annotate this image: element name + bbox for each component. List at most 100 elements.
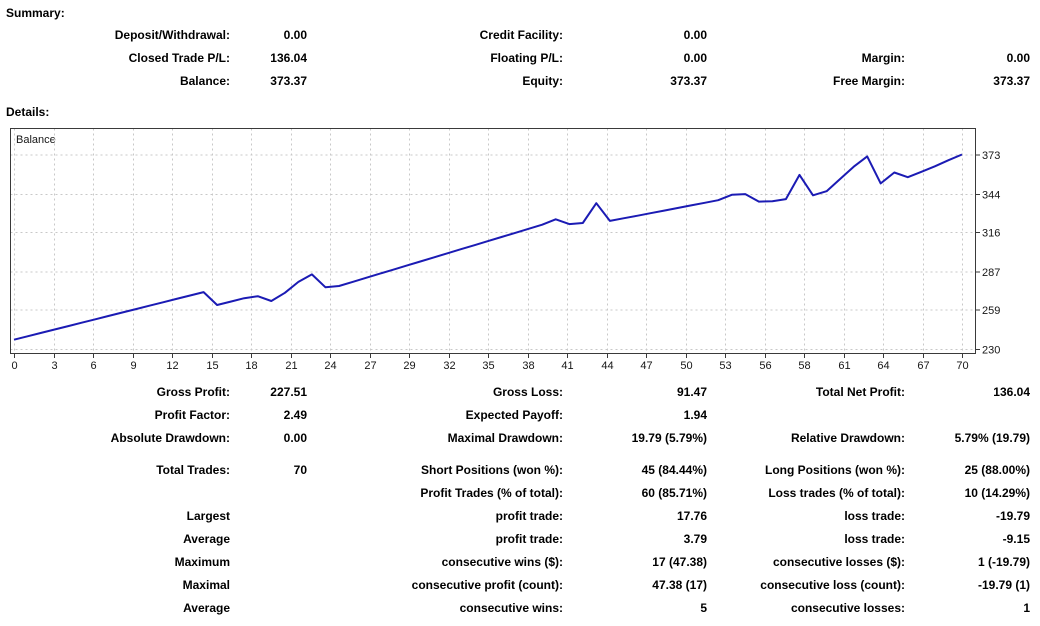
summary-value: 0.00 [1006, 51, 1030, 65]
y-tick-label: 344 [982, 190, 1000, 202]
stat-label: Expected Payoff: [465, 408, 563, 422]
stat-value: 3.79 [683, 532, 707, 546]
stat-value [230, 482, 307, 505]
summary-table: Deposit/Withdrawal: 0.00 Credit Facility: 0… [8, 24, 1040, 93]
x-tick-label: 50 [680, 360, 692, 372]
stat-value: 0.00 [283, 431, 307, 445]
summary-value [905, 24, 1030, 47]
stat-value [905, 404, 1030, 427]
stat-label: loss trade: [844, 532, 905, 546]
stat-value: 17.76 [676, 509, 707, 523]
x-tick-label: 21 [285, 360, 297, 372]
stat-label: Average [183, 601, 230, 615]
details-stats-table-1: Gross Profit: 227.51 Gross Loss: 91.47 Total… [8, 381, 1040, 450]
stat-label: consecutive wins: [459, 601, 563, 615]
summary-label: Closed Trade P/L: [128, 51, 230, 65]
details-heading: Details: [6, 105, 50, 119]
stat-label: Profit Trades (% of total): [420, 486, 563, 500]
x-tick-label: 47 [640, 360, 652, 372]
y-tick-label: 259 [982, 305, 1000, 317]
stat-value: 47.38 (17) [652, 578, 707, 592]
x-tick-label: 0 [11, 360, 17, 372]
stat-label [8, 482, 230, 505]
stat-value: 17 (47.38) [652, 555, 707, 569]
x-tick-label: 3 [51, 360, 57, 372]
stat-value: 227.51 [270, 385, 307, 399]
summary-value: 136.04 [270, 51, 307, 65]
x-tick-label: 15 [206, 360, 218, 372]
x-tick-label: 67 [917, 360, 929, 372]
x-tick-label: 70 [956, 360, 968, 372]
stat-label: Short Positions (won %): [421, 463, 563, 477]
chart-border [10, 128, 976, 354]
stat-value: 5.79% (19.79) [954, 431, 1030, 445]
stat-value: 1.94 [683, 408, 707, 422]
stat-value: 2.49 [283, 408, 307, 422]
summary-label: Floating P/L: [490, 51, 563, 65]
stat-value: 10 (14.29%) [964, 486, 1030, 500]
balance-line [13, 153, 963, 341]
stat-label: consecutive losses: [790, 601, 905, 615]
x-tick-label: 12 [166, 360, 178, 372]
stat-value: 136.04 [993, 385, 1030, 399]
stat-label: Absolute Drawdown: [110, 431, 230, 445]
x-tick-label: 56 [759, 360, 771, 372]
summary-value: 0.00 [683, 51, 707, 65]
stat-value [230, 551, 307, 574]
summary-label: Margin: [861, 51, 905, 65]
summary-value: 373.37 [993, 74, 1030, 88]
summary-label [707, 24, 905, 47]
stat-label: Maximal [182, 578, 230, 592]
balance-chart-canvas: Balance 373 344 316 287 259 230 0 3 6 9 12 15 18 21 24… [10, 128, 1000, 372]
x-tick-label: 35 [482, 360, 494, 372]
summary-heading: Summary: [6, 6, 65, 20]
y-tick-label: 287 [982, 267, 1000, 279]
stat-value: 19.79 (5.79%) [631, 431, 707, 445]
summary-label: Deposit/Withdrawal: [114, 28, 230, 42]
x-tick-label: 38 [522, 360, 534, 372]
stat-value [230, 528, 307, 551]
stat-value: 45 (84.44%) [641, 463, 707, 477]
x-tick-label: 61 [838, 360, 850, 372]
chart-series-label: Balance [16, 134, 56, 146]
summary-value: 373.37 [270, 74, 307, 88]
stat-value: 70 [293, 463, 307, 477]
x-tick-label: 24 [324, 360, 336, 372]
stat-label [707, 404, 905, 427]
stat-value: 1 [1023, 601, 1030, 615]
summary-value: 0.00 [283, 28, 307, 42]
x-tick-label: 27 [364, 360, 376, 372]
x-tick-label: 32 [443, 360, 455, 372]
stat-label: consecutive profit (count): [411, 578, 563, 592]
stat-label: Gross Loss: [492, 385, 563, 399]
stat-label: consecutive losses ($): [772, 555, 905, 569]
x-tick-label: 64 [877, 360, 889, 372]
balance-chart: Balance 373 344 316 287 259 230 0 3 6 9 12 15 18 21 24… [0, 125, 1040, 375]
stat-label: Maximal Drawdown: [447, 431, 563, 445]
stat-value: 60 (85.71%) [641, 486, 707, 500]
stat-label: Maximum [174, 555, 230, 569]
y-tick-label: 373 [982, 150, 1000, 162]
stat-value: -9.15 [1002, 532, 1030, 546]
stat-label: Profit Factor: [154, 408, 230, 422]
stat-value: -19.79 (1) [977, 578, 1030, 592]
stat-value [230, 574, 307, 597]
x-tick-label: 29 [403, 360, 415, 372]
x-tick-label: 44 [601, 360, 613, 372]
stat-label: Relative Drawdown: [790, 431, 905, 445]
details-stats-table-2: Total Trades: 70 Short Positions (won %): 4… [8, 459, 1040, 620]
x-tick-label: 53 [719, 360, 731, 372]
stat-label: Long Positions (won %): [765, 463, 905, 477]
stat-value: -19.79 [995, 509, 1030, 523]
x-tick-label: 9 [130, 360, 136, 372]
stat-value: 1 (-19.79) [977, 555, 1030, 569]
stat-label: Total Trades: [156, 463, 230, 477]
y-tick-label: 316 [982, 228, 1000, 240]
stat-label: profit trade: [495, 509, 563, 523]
stat-value: 5 [700, 601, 707, 615]
stat-label: loss trade: [844, 509, 905, 523]
stat-value: 91.47 [676, 385, 707, 399]
stat-label: profit trade: [495, 532, 563, 546]
stat-label: Average [183, 532, 230, 546]
stat-label: Largest [186, 509, 230, 523]
